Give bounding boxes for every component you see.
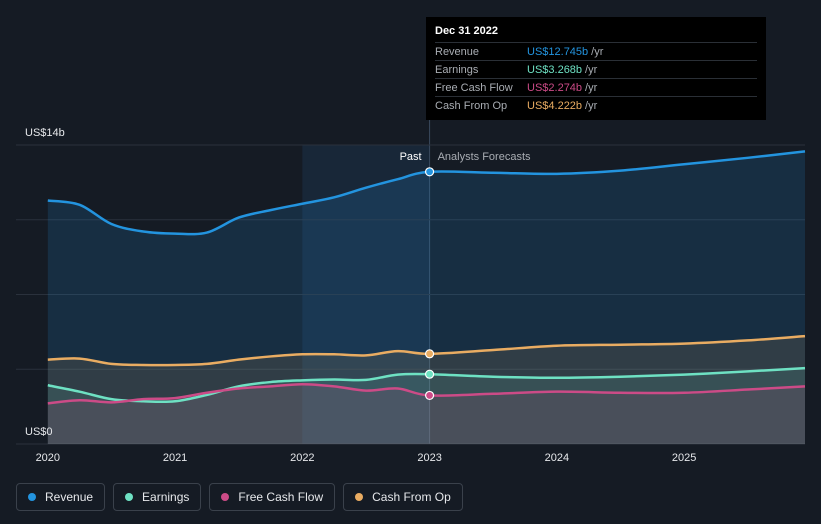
x-tick-label: 2020 — [36, 452, 60, 464]
cash-from-op-area — [47, 336, 806, 444]
free-cash-flow-marker — [424, 390, 435, 401]
legend-item-revenue[interactable]: Revenue — [16, 483, 106, 511]
legend-item-free-cash-flow[interactable]: Free Cash Flow — [209, 483, 336, 511]
tooltip-value: US$4.222b — [527, 99, 583, 112]
tooltip: Dec 31 2022 Revenue US$12.745b /yr Earni… — [426, 17, 766, 120]
cash-from-op-line — [47, 334, 806, 367]
x-tick-label: 2025 — [672, 452, 696, 464]
legend-label: Earnings — [142, 490, 190, 504]
y-axis-bottom-label: US$0 — [25, 426, 53, 438]
free-cash-flow-dot-icon — [221, 493, 230, 501]
earnings-marker — [424, 369, 435, 379]
tooltip-label: Earnings — [435, 63, 479, 76]
legend: Revenue Earnings Free Cash Flow Cash Fro… — [16, 483, 463, 511]
x-tick-label: 2023 — [417, 452, 441, 464]
tooltip-date: Dec 31 2022 — [435, 25, 498, 37]
revenue-marker — [424, 167, 435, 177]
revenue-area — [47, 151, 806, 444]
y-axis-top-label: US$14b — [25, 127, 65, 139]
tooltip-unit: /yr — [585, 81, 598, 94]
tooltip-unit: /yr — [591, 45, 604, 58]
tooltip-row-cash-from-op: Cash From Op US$4.222b /yr — [435, 96, 757, 114]
cash-from-op-marker — [424, 349, 435, 359]
earnings-line — [47, 366, 806, 404]
x-tick-label: 2022 — [290, 452, 314, 464]
legend-label: Revenue — [45, 490, 94, 504]
past-label: Past — [400, 151, 422, 163]
tooltip-row-earnings: Earnings US$3.268b /yr — [435, 60, 757, 78]
tooltip-label: Revenue — [435, 45, 480, 58]
legend-item-earnings[interactable]: Earnings — [113, 483, 202, 511]
forecast-label: Analysts Forecasts — [438, 151, 531, 163]
revenue-dot-icon — [28, 493, 36, 501]
free-cash-flow-line — [47, 382, 806, 405]
earnings-dot-icon — [125, 493, 134, 501]
cash-from-op-dot-icon — [355, 493, 364, 501]
tooltip-row-revenue: Revenue US$12.745b /yr — [435, 42, 757, 60]
x-tick-label: 2024 — [545, 452, 569, 464]
tooltip-value: US$2.274b — [527, 81, 583, 94]
legend-label: Cash From Op — [372, 490, 451, 504]
tooltip-label: Free Cash Flow — [435, 81, 513, 94]
free-cash-flow-area — [47, 384, 806, 444]
tooltip-label: Cash From Op — [435, 99, 508, 112]
x-tick-label: 2021 — [163, 452, 187, 464]
tooltip-unit: /yr — [585, 63, 598, 76]
tooltip-unit: /yr — [585, 99, 598, 112]
legend-item-cash-from-op[interactable]: Cash From Op — [343, 483, 463, 511]
legend-label: Free Cash Flow — [238, 490, 324, 504]
tooltip-row-free-cash-flow: Free Cash Flow US$2.274b /yr — [435, 78, 757, 96]
revenue-line — [47, 150, 806, 236]
tooltip-value: US$12.745b — [527, 45, 589, 58]
tooltip-value: US$3.268b — [527, 63, 583, 76]
